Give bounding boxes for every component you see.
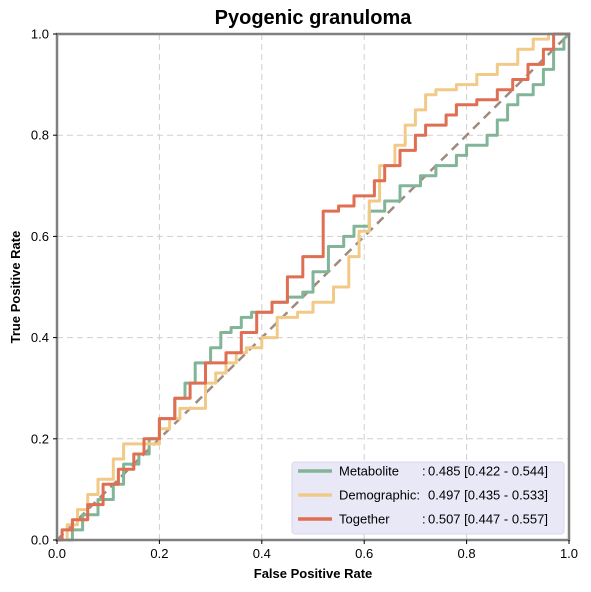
y-axis-label: True Positive Rate <box>8 231 23 344</box>
y-tick-label-5: 1.0 <box>31 27 49 42</box>
legend-label-together: Together <box>339 512 390 527</box>
y-tick-label-0: 0.0 <box>31 533 49 548</box>
legend-label-metabolite: Metabolite <box>339 464 399 479</box>
legend-sep-metabolite: : <box>422 464 426 479</box>
series-lines <box>55 32 571 542</box>
y-tick-label-3: 0.6 <box>31 229 49 244</box>
legend-value-metabolite: 0.485 [0.422 - 0.544] <box>428 464 548 479</box>
y-tick-label-1: 0.2 <box>31 431 49 446</box>
legend-label-demographic: Demographic: <box>339 488 420 503</box>
plot-frame <box>55 32 571 542</box>
y-tick-label-2: 0.4 <box>31 330 49 345</box>
legend-value-demographic: 0.497 [0.435 - 0.533] <box>428 488 548 503</box>
series-line-together <box>55 32 571 542</box>
x-tick-label-1: 0.2 <box>150 546 168 561</box>
legend-value-together: 0.507 [0.447 - 0.557] <box>428 512 548 527</box>
x-tick-label-4: 0.8 <box>458 546 476 561</box>
x-tick-label-5: 1.0 <box>560 546 578 561</box>
x-axis-label: False Positive Rate <box>254 566 373 581</box>
chart-title: Pyogenic granuloma <box>215 7 413 29</box>
legend: Metabolite:0.485 [0.422 - 0.544]Demograp… <box>291 461 565 535</box>
legend-box <box>291 461 565 535</box>
x-tick-label-3: 0.6 <box>355 546 373 561</box>
x-tick-label-0: 0.0 <box>48 546 66 561</box>
grid-lines <box>57 34 569 540</box>
y-axis-ticks: 0.0 0.2 0.4 0.6 0.8 1.0 <box>31 27 57 548</box>
series-line-metabolite <box>55 32 571 542</box>
y-tick-label-4: 0.8 <box>31 128 49 143</box>
x-axis-ticks: 0.0 0.2 0.4 0.6 0.8 1.0 <box>48 540 578 561</box>
series-line-demographic <box>55 32 571 542</box>
x-tick-label-2: 0.4 <box>253 546 271 561</box>
legend-sep-together: : <box>422 512 426 527</box>
